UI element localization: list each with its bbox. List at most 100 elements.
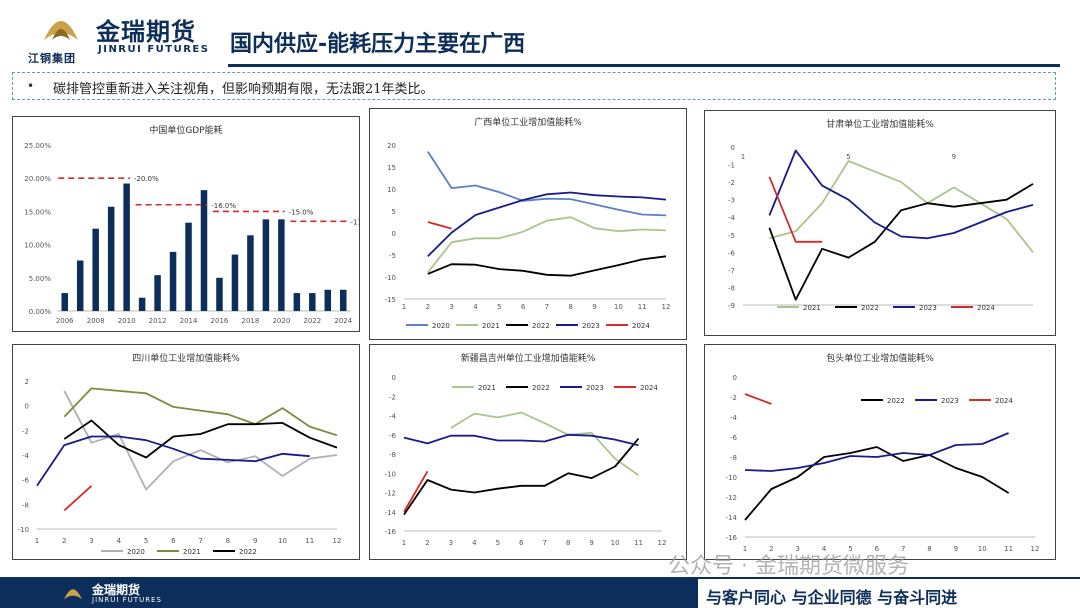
bar-2019 [262, 219, 270, 311]
legend-label: 2021 [803, 304, 821, 312]
y-tick-label: 15.00% [24, 208, 51, 216]
y-tick-label: 5.00% [29, 275, 52, 283]
chart-panel-guangxi: 广西单位工业增加值能耗% -15 -10 -5 0 5 10 15 20 1 2 3 4 5 6 7 8 9 10 1… [369, 108, 687, 340]
x-tick-label: 2008 [87, 317, 105, 325]
bar-2006 [61, 293, 68, 311]
target-label: -16.0% [211, 202, 236, 210]
y-tick-label: -5 [389, 252, 396, 260]
y-tick-label: -1 [728, 162, 735, 170]
bar-2021 [293, 293, 301, 311]
x-tick-label: 7 [545, 303, 549, 311]
chart-title: 广西单位工业增加值能耗% [474, 116, 582, 128]
y-tick-label: 10.00% [24, 242, 51, 250]
chart-title: 中国单位GDP能耗 [149, 124, 222, 136]
bar-2023 [324, 289, 332, 311]
series-line-2020 [427, 151, 667, 217]
x-tick-label: 3 [449, 539, 453, 547]
x-tick-label: 4 [117, 537, 122, 545]
x-tick-label: 2024 [334, 317, 352, 325]
series-line-2021 [63, 387, 338, 437]
series-line-2024 [63, 485, 93, 512]
bullet-icon: • [27, 79, 35, 93]
legend-label: 2020 [432, 322, 450, 330]
y-tick-label: -10 [385, 274, 396, 282]
x-tick-label: 10 [978, 545, 987, 553]
y-tick-label: 0.00% [29, 308, 52, 316]
y-tick-label: -16 [385, 528, 397, 536]
series-line-2023 [36, 435, 310, 487]
chart-title: 包头单位工业增加值能耗% [826, 352, 934, 364]
x-tick-label: 6 [875, 545, 880, 553]
x-tick-label: 4 [472, 539, 477, 547]
legend-label: 2023 [919, 304, 937, 312]
x-tick-label: 8 [568, 303, 572, 311]
y-tick-label: 5 [392, 208, 396, 216]
series-line-2024 [427, 221, 452, 230]
footer-slogan: 与客户同心 与企业同德 与奋斗同进 [706, 588, 958, 607]
series-line-2024 [744, 393, 772, 405]
legend-label: 2021 [478, 384, 496, 392]
legend-label: 2023 [941, 397, 959, 405]
x-tick-label: 2010 [118, 317, 136, 325]
chart-title: 新疆昌吉州单位工业增加值能耗% [461, 352, 596, 364]
y-tick-label: -6 [730, 434, 738, 442]
x-tick-label: 2 [425, 539, 429, 547]
footer-brand-english-name: JINRUI FUTURES [92, 596, 162, 604]
x-tick-label: 4 [822, 545, 827, 553]
series-line-2023 [427, 191, 667, 257]
x-tick-label: 2 [62, 537, 66, 545]
footer-logo-icon [64, 589, 82, 600]
x-tick-label: 11 [1004, 545, 1013, 553]
x-tick-label: 9 [954, 545, 958, 553]
series-line-2023 [744, 432, 1009, 472]
x-tick-label: 5 [846, 153, 850, 161]
x-tick-label: 8 [226, 537, 230, 545]
y-tick-label: 25.00% [24, 142, 51, 150]
x-tick-label: 9 [592, 303, 596, 311]
x-tick-label: 9 [253, 537, 257, 545]
x-tick-label: 3 [89, 537, 93, 545]
chart-panel-gansu: 甘肃单位工业增加值能耗% -9 -8 -7 -6 -5 -4 -3 -2 -1 0 1 5 9 2021 20… [704, 110, 1056, 336]
brand-english-name: JINRUI FUTURES [98, 44, 210, 55]
x-tick-label: 11 [305, 537, 314, 545]
x-tick-label: 2 [426, 303, 430, 311]
x-tick-label: 2018 [242, 317, 260, 325]
y-tick-label: -6 [389, 432, 397, 440]
bar-2020 [278, 219, 285, 311]
chart-svg: 甘肃单位工业增加值能耗% -9 -8 -7 -6 -5 -4 -3 -2 -1 01 5 9 2021 20… [728, 118, 1034, 312]
x-tick-label: 1 [743, 545, 747, 553]
y-tick-label: 15 [387, 164, 396, 172]
series-line-2023 [768, 149, 1034, 240]
watermark-text: 公众号 · 金瑞期货微服务 [668, 554, 909, 579]
y-tick-label: -6 [728, 249, 736, 257]
x-tick-label: 2 [769, 545, 773, 553]
y-tick-label: -2 [728, 179, 735, 187]
chart-panel-baotou: 包头单位工业增加值能耗% -16 -14 -12 -10 -8 -6 -4 -2 0 1 2 3 4 5 6 7… [704, 344, 1056, 560]
bar-2007 [76, 260, 84, 311]
target-label: -15.0% [289, 208, 314, 216]
y-tick-label: -2 [730, 394, 737, 402]
series-line-2020 [63, 390, 338, 491]
bar-2009 [107, 206, 115, 311]
x-tick-label: 1 [402, 303, 406, 311]
legend-label: 2021 [183, 548, 201, 556]
x-tick-label: 5 [496, 539, 500, 547]
chart-svg: 新疆昌吉州单位工业增加值能耗%-16-14-12-10-8-6-4-201 2 3 4… [385, 352, 667, 547]
bar-2012 [154, 275, 161, 311]
y-tick-label: -14 [726, 514, 738, 522]
bar-2022 [309, 293, 316, 311]
group-name: 江铜集团 [28, 52, 76, 65]
chart-panel-gdp: 中国单位GDP能耗 0.00% 5.00% 10.00% 15.00% 20.00% 25.… [12, 116, 360, 332]
y-tick-label: 0 [392, 374, 396, 382]
x-tick-label: 12 [658, 539, 667, 547]
chart-svg: 包头单位工业增加值能耗%-16-14-12-10-8-6-4-201 2 3 4 5 6 7… [726, 352, 1040, 553]
footer-slogan-box [698, 579, 1080, 608]
y-tick-label: -12 [726, 494, 737, 502]
x-tick-label: 6 [171, 537, 176, 545]
y-tick-label: 10 [387, 186, 396, 194]
target-label: -13.5% [351, 218, 359, 226]
x-tick-label: 2022 [303, 317, 321, 325]
chart-title: 甘肃单位工业增加值能耗% [826, 118, 934, 130]
y-tick-label: -16 [726, 534, 738, 542]
